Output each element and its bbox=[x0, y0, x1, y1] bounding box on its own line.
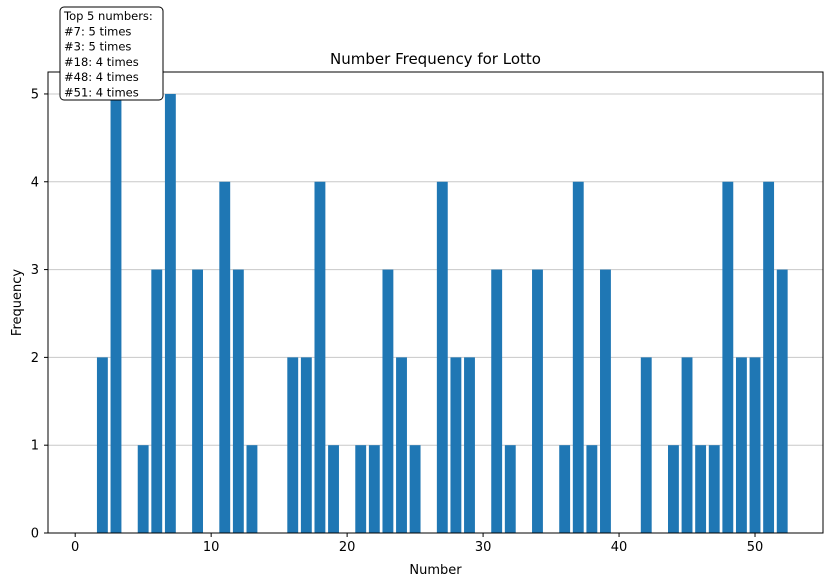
axes-layer bbox=[48, 72, 823, 533]
bar bbox=[314, 182, 325, 533]
bar bbox=[695, 445, 706, 533]
bar bbox=[450, 357, 461, 533]
x-tick-label: 30 bbox=[475, 540, 492, 555]
y-tick-label: 1 bbox=[31, 439, 39, 454]
annotation-line: #7: 5 times bbox=[64, 24, 131, 38]
annotation-line: #18: 4 times bbox=[64, 55, 139, 69]
y-tick-label: 4 bbox=[31, 175, 39, 190]
bar bbox=[559, 445, 570, 533]
bar bbox=[287, 357, 298, 533]
x-tick-label: 40 bbox=[611, 540, 628, 555]
bar bbox=[750, 357, 761, 533]
bar bbox=[777, 270, 788, 533]
bar bbox=[464, 357, 475, 533]
bar bbox=[736, 357, 747, 533]
y-tick-label: 0 bbox=[31, 527, 39, 542]
bar bbox=[165, 94, 176, 533]
top-numbers-annotation: Top 5 numbers: #7: 5 times #3: 5 times #… bbox=[60, 7, 163, 100]
bar bbox=[396, 357, 407, 533]
bars-layer bbox=[97, 94, 788, 533]
bar bbox=[97, 357, 108, 533]
plot-frame bbox=[48, 72, 823, 533]
x-tick-label: 10 bbox=[203, 540, 220, 555]
x-tick-label: 50 bbox=[747, 540, 764, 555]
y-tick-label: 2 bbox=[31, 351, 39, 366]
bar bbox=[505, 445, 516, 533]
bar bbox=[668, 445, 679, 533]
bar bbox=[532, 270, 543, 533]
bar bbox=[410, 445, 421, 533]
bar bbox=[138, 445, 149, 533]
grid-layer bbox=[48, 94, 823, 533]
bar bbox=[192, 270, 203, 533]
bar bbox=[586, 445, 597, 533]
y-tick-label: 3 bbox=[31, 263, 39, 278]
bar bbox=[219, 182, 230, 533]
x-axis-label: Number bbox=[409, 563, 462, 578]
bar bbox=[600, 270, 611, 533]
annotation-line: #51: 4 times bbox=[64, 86, 139, 100]
bar bbox=[641, 357, 652, 533]
bar bbox=[369, 445, 380, 533]
bar bbox=[301, 357, 312, 533]
bar bbox=[722, 182, 733, 533]
bar bbox=[328, 445, 339, 533]
annotation-line: #3: 5 times bbox=[64, 40, 131, 54]
annotation-line: #48: 4 times bbox=[64, 70, 139, 84]
y-tick-label: 5 bbox=[31, 87, 39, 102]
bar bbox=[151, 270, 162, 533]
bar bbox=[382, 270, 393, 533]
chart-title: Number Frequency for Lotto bbox=[330, 50, 541, 68]
bar bbox=[355, 445, 366, 533]
bar bbox=[247, 445, 258, 533]
bar bbox=[491, 270, 502, 533]
bar bbox=[709, 445, 720, 533]
bar bbox=[111, 94, 122, 533]
bar bbox=[233, 270, 244, 533]
bar bbox=[437, 182, 448, 533]
bar bbox=[573, 182, 584, 533]
x-tick-label: 0 bbox=[71, 540, 79, 555]
bar bbox=[682, 357, 693, 533]
y-axis-label: Frequency bbox=[10, 269, 25, 336]
bar bbox=[763, 182, 774, 533]
annotation-line: Top 5 numbers: bbox=[63, 9, 153, 23]
x-tick-label: 20 bbox=[339, 540, 356, 555]
